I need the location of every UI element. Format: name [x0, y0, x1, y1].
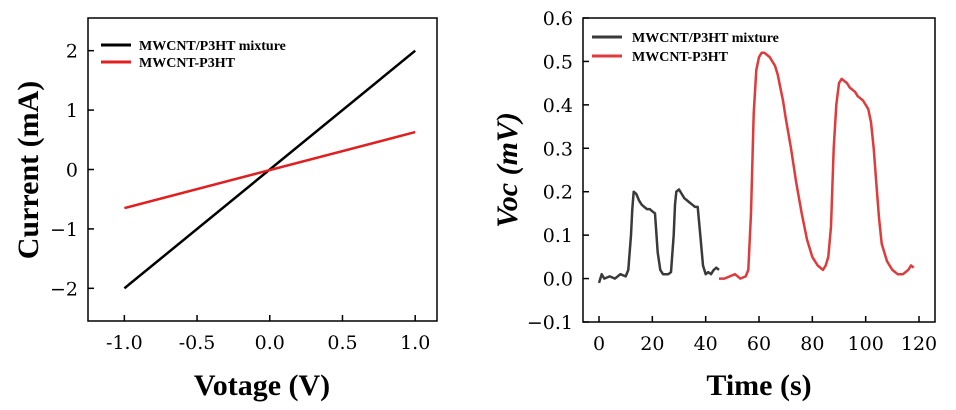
y-tick-label: 0.3: [543, 138, 573, 160]
x-ticks: -1.0 -0.5 0.0 0.5 1.0: [106, 315, 430, 354]
x-tick-label: 20: [640, 333, 664, 355]
x-tick-label: 0.5: [327, 332, 357, 354]
voc-time-chart: 0 20 40 60 80 100 120 −0.1 0.0 0.1 0.2 0.3 0.4 0.5 0.…: [491, 8, 937, 402]
x-tick-label: 0.0: [255, 332, 285, 354]
series-group: [597, 51, 915, 284]
x-axis-title: Votage (V): [194, 369, 330, 402]
y-tick-label: 0.1: [543, 225, 573, 247]
y-tick-label: 0.6: [543, 8, 573, 30]
x-axis-title: Time (s): [706, 369, 811, 402]
y-tick-label: −2: [50, 278, 78, 300]
current-voltage-chart: -1.0 -0.5 0.0 0.5 1.0 −2 −1 0 1 2 MWCNT/P3HT mix…: [12, 17, 438, 402]
legend-label-1: MWCNT-P3HT: [139, 56, 236, 71]
y-ticks: −2 −1 0 1 2: [50, 41, 94, 300]
y-tick-label: 0.4: [543, 95, 573, 117]
x-tick-label: 1.0: [400, 332, 430, 354]
y-axis-title: Current (mA): [12, 81, 45, 260]
x-tick-label: -0.5: [179, 332, 216, 354]
series-group: [123, 49, 416, 290]
legend-label-0: MWCNT/P3HT mixture: [139, 39, 286, 54]
y-tick-label: 1: [66, 100, 78, 122]
legend: MWCNT/P3HT mixture MWCNT-P3HT: [592, 31, 779, 65]
legend: MWCNT/P3HT mixture MWCNT-P3HT: [101, 39, 286, 71]
series-line-0: [597, 188, 720, 284]
y-tick-label: 0.5: [543, 51, 573, 73]
y-tick-label: −0.1: [527, 312, 573, 334]
x-tick-label: 120: [901, 333, 937, 355]
x-tick-label: 80: [800, 333, 824, 355]
series-line-1: [719, 51, 915, 280]
y-tick-label: 0: [66, 160, 78, 182]
y-axis-title: Voc (mV): [491, 112, 524, 228]
y-tick-label: −1: [50, 219, 78, 241]
x-tick-label: 100: [848, 333, 884, 355]
series-line-1: [124, 130, 416, 210]
y-tick-label: 2: [66, 41, 78, 63]
x-tick-label: 60: [747, 333, 771, 355]
y-ticks: −0.1 0.0 0.1 0.2 0.3 0.4 0.5 0.6: [527, 8, 589, 334]
x-ticks: 0 20 40 60 80 100 120: [593, 316, 937, 355]
y-tick-label: 0.0: [543, 269, 573, 291]
y-tick-label: 0.2: [543, 182, 573, 204]
legend-label-0: MWCNT/P3HT mixture: [632, 31, 779, 46]
x-tick-label: 0: [593, 333, 605, 355]
x-tick-label: 40: [694, 333, 718, 355]
legend-label-1: MWCNT-P3HT: [632, 50, 729, 65]
x-tick-label: -1.0: [106, 332, 143, 354]
